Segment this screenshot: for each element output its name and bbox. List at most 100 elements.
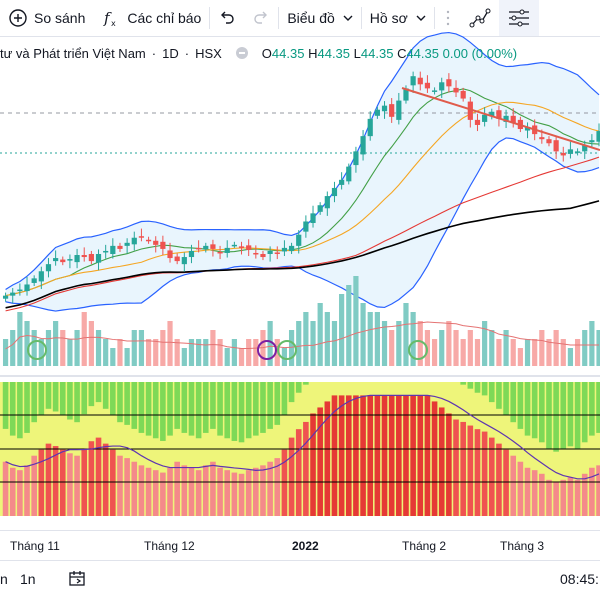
candle-body bbox=[374, 109, 380, 116]
oscillator-bar bbox=[52, 446, 59, 516]
volume-bar bbox=[67, 339, 73, 366]
candle-body bbox=[524, 126, 531, 131]
oscillator-bar bbox=[467, 425, 474, 516]
plus-circle-icon bbox=[8, 8, 28, 28]
volume-bar bbox=[153, 339, 159, 366]
undo-button[interactable] bbox=[210, 0, 244, 36]
candle bbox=[260, 250, 266, 261]
volume-bar bbox=[117, 339, 123, 366]
drawing-tool-button[interactable] bbox=[461, 0, 499, 36]
oscillator-bar bbox=[546, 479, 552, 516]
hide-series-icon[interactable] bbox=[235, 47, 248, 59]
volume-bar bbox=[560, 339, 566, 366]
candle-body bbox=[45, 264, 52, 272]
range-1n-button[interactable]: 1n bbox=[20, 571, 36, 587]
candle bbox=[467, 97, 473, 128]
oscillator-top-bar bbox=[510, 382, 517, 423]
candle-body bbox=[238, 246, 245, 248]
drag-handle[interactable] bbox=[435, 0, 461, 36]
low-value: 44.35 bbox=[360, 45, 394, 61]
oscillator-bar bbox=[131, 461, 138, 516]
time-axis[interactable]: Tháng 11 Tháng 12 2022 Tháng 2 Tháng 3 bbox=[0, 530, 600, 559]
redo-button[interactable] bbox=[244, 0, 278, 36]
oscillator-top-bar bbox=[260, 382, 266, 433]
oscillator-bar bbox=[231, 472, 238, 516]
candle bbox=[567, 141, 574, 159]
candle-body bbox=[145, 239, 152, 242]
candle-body bbox=[389, 104, 395, 117]
volume-bar bbox=[88, 321, 94, 366]
compare-button[interactable]: So sánh bbox=[0, 0, 93, 36]
signal-marker-icon bbox=[277, 340, 297, 360]
oscillator-bar bbox=[474, 429, 481, 516]
candle bbox=[296, 230, 302, 254]
ma-green-line bbox=[5, 88, 600, 297]
candle-body bbox=[567, 149, 574, 154]
candle bbox=[274, 246, 280, 260]
oscillator-bar bbox=[446, 413, 452, 516]
volume-bar bbox=[496, 339, 502, 366]
candle bbox=[582, 140, 588, 159]
oscillator-top-bar bbox=[95, 382, 102, 403]
candle bbox=[546, 136, 552, 147]
calendar-icon[interactable] bbox=[68, 569, 86, 587]
volume-bar bbox=[567, 348, 574, 366]
trendline bbox=[401, 87, 600, 151]
candle bbox=[231, 241, 237, 248]
oscillator-bar bbox=[174, 461, 180, 516]
drag-dots-icon bbox=[445, 10, 451, 26]
symbol-title[interactable]: tư và Phát triển Việt Nam bbox=[0, 45, 146, 61]
candle bbox=[124, 238, 130, 254]
price-chart[interactable] bbox=[0, 0, 600, 530]
volume-bar bbox=[346, 285, 352, 366]
volume-bar bbox=[453, 330, 459, 366]
candle-body bbox=[546, 139, 552, 144]
clock-time[interactable]: 08:45: bbox=[560, 571, 599, 587]
oscillator-bar bbox=[210, 461, 216, 516]
oscillator-top-bar bbox=[202, 382, 209, 433]
candle-body bbox=[574, 151, 581, 153]
oscillator-bar bbox=[167, 467, 173, 516]
chart-type-button[interactable]: Biểu đồ bbox=[279, 0, 360, 36]
oscillator-bar bbox=[567, 477, 574, 516]
candle-body bbox=[482, 114, 488, 122]
redo-icon bbox=[252, 9, 270, 27]
oscillator-bar bbox=[102, 443, 109, 516]
candle bbox=[117, 242, 123, 252]
oscillator-bar bbox=[410, 395, 416, 516]
candle-body bbox=[303, 221, 309, 232]
profile-button[interactable]: Hồ sơ bbox=[362, 0, 434, 36]
volume-bar bbox=[589, 321, 595, 366]
oscillator-top-bar bbox=[45, 382, 52, 409]
range-button[interactable]: n bbox=[0, 571, 8, 587]
candle-body bbox=[10, 292, 16, 296]
candle-body bbox=[2, 295, 9, 299]
ma-orange-line bbox=[5, 101, 600, 297]
oscillator-bar bbox=[181, 465, 188, 516]
oscillator-top-bar bbox=[74, 382, 80, 423]
ohlc-values: O44.35 H44.35 L44.35 C44.35 0.00 (0.00%) bbox=[262, 46, 517, 61]
volume-bar bbox=[360, 303, 366, 366]
volume-bar bbox=[217, 339, 223, 366]
candle bbox=[474, 113, 481, 132]
signal-marker-icon bbox=[257, 340, 277, 360]
oscillator-bar bbox=[110, 449, 116, 516]
candle bbox=[167, 242, 173, 263]
oscillator-bar bbox=[553, 482, 559, 516]
volume-bar bbox=[74, 330, 80, 366]
chevron-down-icon bbox=[416, 13, 426, 23]
candle bbox=[410, 71, 416, 93]
oscillator-bar bbox=[253, 467, 259, 516]
oscillator-top-bar bbox=[474, 382, 481, 393]
candle-body bbox=[124, 242, 130, 246]
oscillator-top-bar bbox=[303, 382, 309, 385]
indicator-settings-button[interactable] bbox=[498, 0, 539, 36]
interval-label[interactable]: 1D bbox=[162, 45, 179, 61]
oscillator-top-bar bbox=[524, 382, 531, 436]
candle bbox=[45, 258, 52, 278]
x-tick-label: Tháng 2 bbox=[402, 539, 447, 553]
volume-ma-line bbox=[5, 321, 600, 350]
oscillator-top-bar bbox=[539, 382, 545, 443]
oscillator-top-bar bbox=[102, 382, 109, 409]
